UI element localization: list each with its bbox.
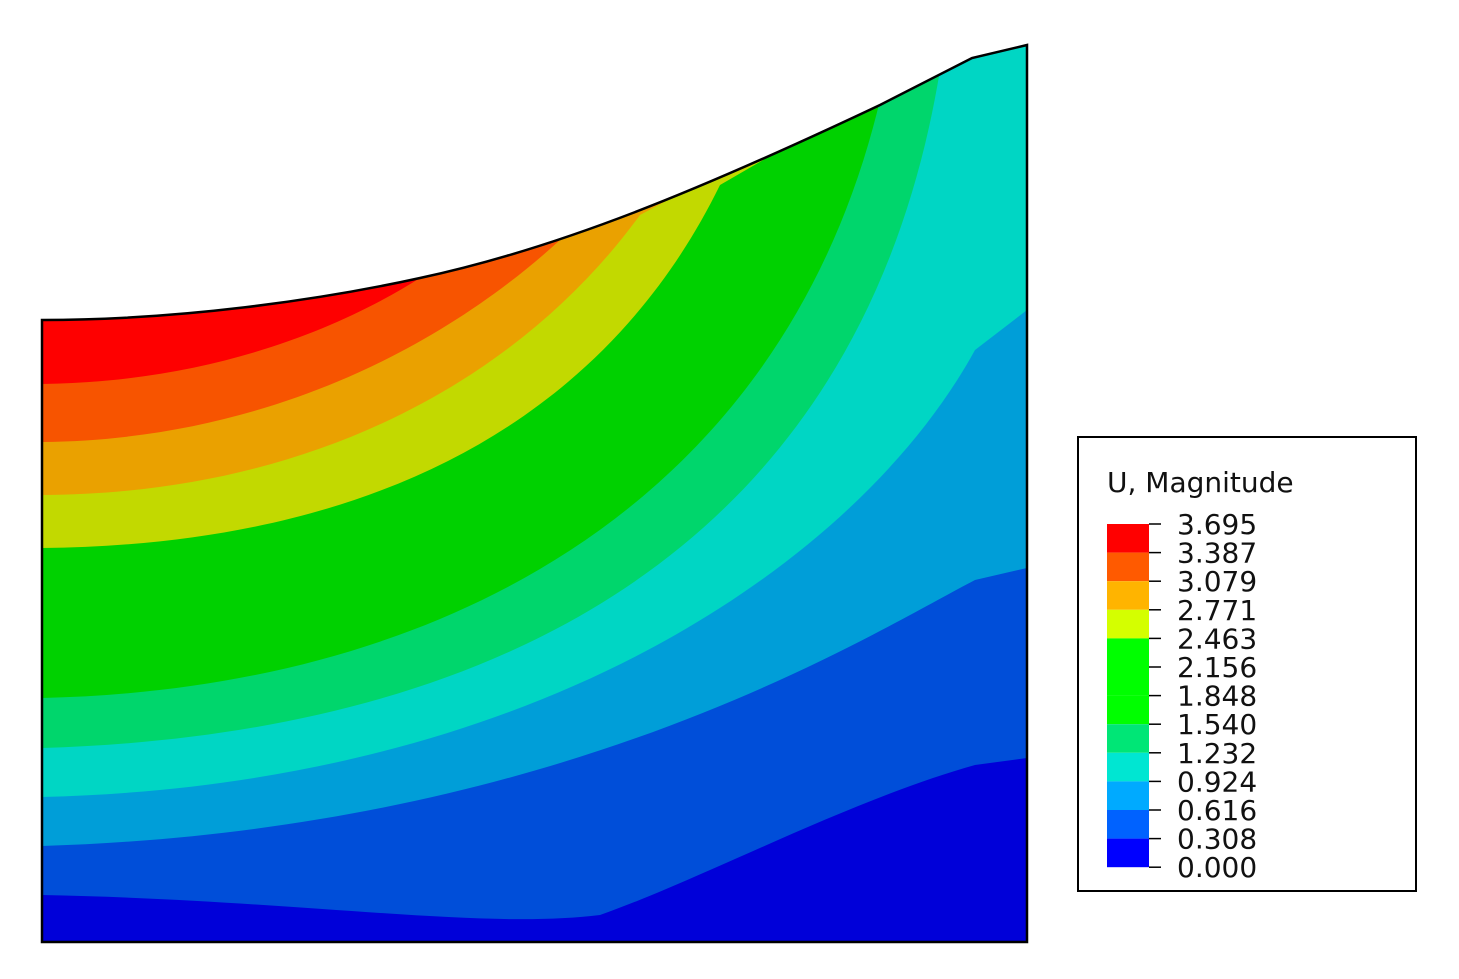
legend-swatch-2 <box>1107 581 1149 610</box>
legend-tick-label-8: 1.232 <box>1177 737 1257 770</box>
legend-tick-label-12: 0.000 <box>1177 851 1257 884</box>
legend-swatch-4 <box>1107 638 1149 667</box>
legend-swatch-6 <box>1107 695 1149 725</box>
legend-swatch-8 <box>1107 752 1149 782</box>
legend-swatch-11 <box>1107 838 1149 868</box>
legend-tick-label-10: 0.616 <box>1177 794 1257 827</box>
legend: U, Magnitude 3.695 3.387 3.079 2.771 2.463 2.… <box>1077 436 1417 892</box>
legend-swatch-7 <box>1107 724 1149 753</box>
legend-title: U, Magnitude <box>1107 466 1294 499</box>
legend-tick-label-9: 0.924 <box>1177 765 1257 798</box>
domain-outline <box>40 43 1029 944</box>
legend-tick-label-7: 1.540 <box>1177 708 1257 741</box>
legend-tick-label-5: 2.156 <box>1177 651 1257 684</box>
legend-tick-label-6: 1.848 <box>1177 680 1257 713</box>
contour-band-9 <box>42 758 1027 942</box>
legend-tick-label-0: 3.695 <box>1177 508 1257 541</box>
legend-swatch-3 <box>1107 609 1149 639</box>
legend-swatch-0 <box>1107 524 1149 553</box>
legend-swatch-10 <box>1107 810 1149 839</box>
legend-tick-label-11: 0.308 <box>1177 823 1257 856</box>
legend-scale: 3.6953.3873.0792.7712.4632.1561.8481.540… <box>1107 508 1257 884</box>
legend-tick-label-2: 3.079 <box>1177 565 1257 598</box>
legend-tick-label-3: 2.771 <box>1177 594 1257 627</box>
legend-swatch-1 <box>1107 552 1149 582</box>
legend-swatch-9 <box>1107 781 1149 810</box>
legend-tick-label-4: 2.463 <box>1177 622 1257 655</box>
legend-swatch-5 <box>1107 667 1149 696</box>
legend-tick-label-1: 3.387 <box>1177 537 1257 570</box>
